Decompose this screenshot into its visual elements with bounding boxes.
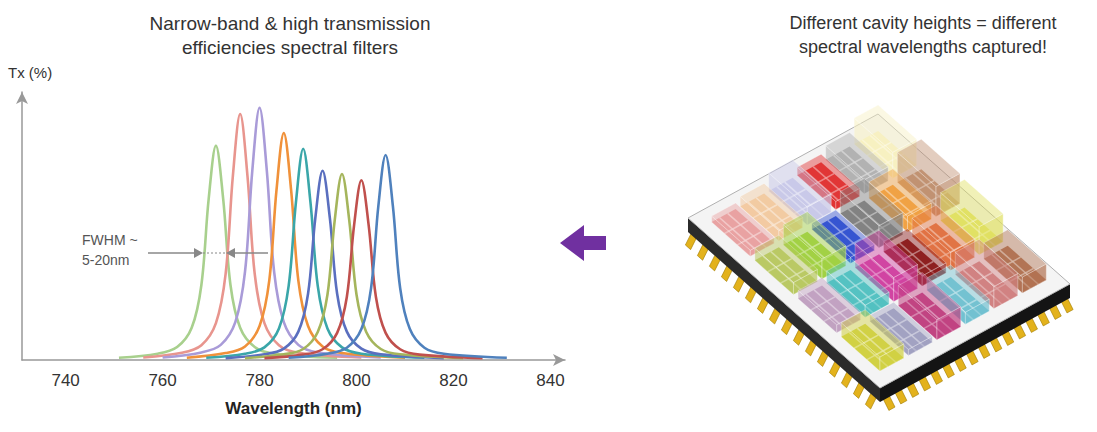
svg-text:Narrow-band & high transmissio: Narrow-band & high transmission	[150, 13, 431, 34]
svg-text:FWHM ~: FWHM ~	[82, 232, 138, 248]
svg-text:780: 780	[245, 371, 273, 390]
svg-text:820: 820	[439, 371, 467, 390]
svg-text:740: 740	[51, 371, 79, 390]
svg-text:760: 760	[148, 371, 176, 390]
svg-text:5-20nm: 5-20nm	[82, 252, 129, 268]
svg-text:Wavelength (nm): Wavelength (nm)	[225, 399, 361, 418]
svg-text:Different cavity heights = dif: Different cavity heights = different	[790, 13, 1057, 33]
svg-text:spectral wavelengths captured!: spectral wavelengths captured!	[799, 37, 1047, 57]
svg-text:840: 840	[536, 371, 564, 390]
svg-text:Tx (%): Tx (%)	[8, 64, 52, 81]
svg-text:800: 800	[342, 371, 370, 390]
svg-text:efficiencies spectral filters: efficiencies spectral filters	[182, 37, 398, 58]
